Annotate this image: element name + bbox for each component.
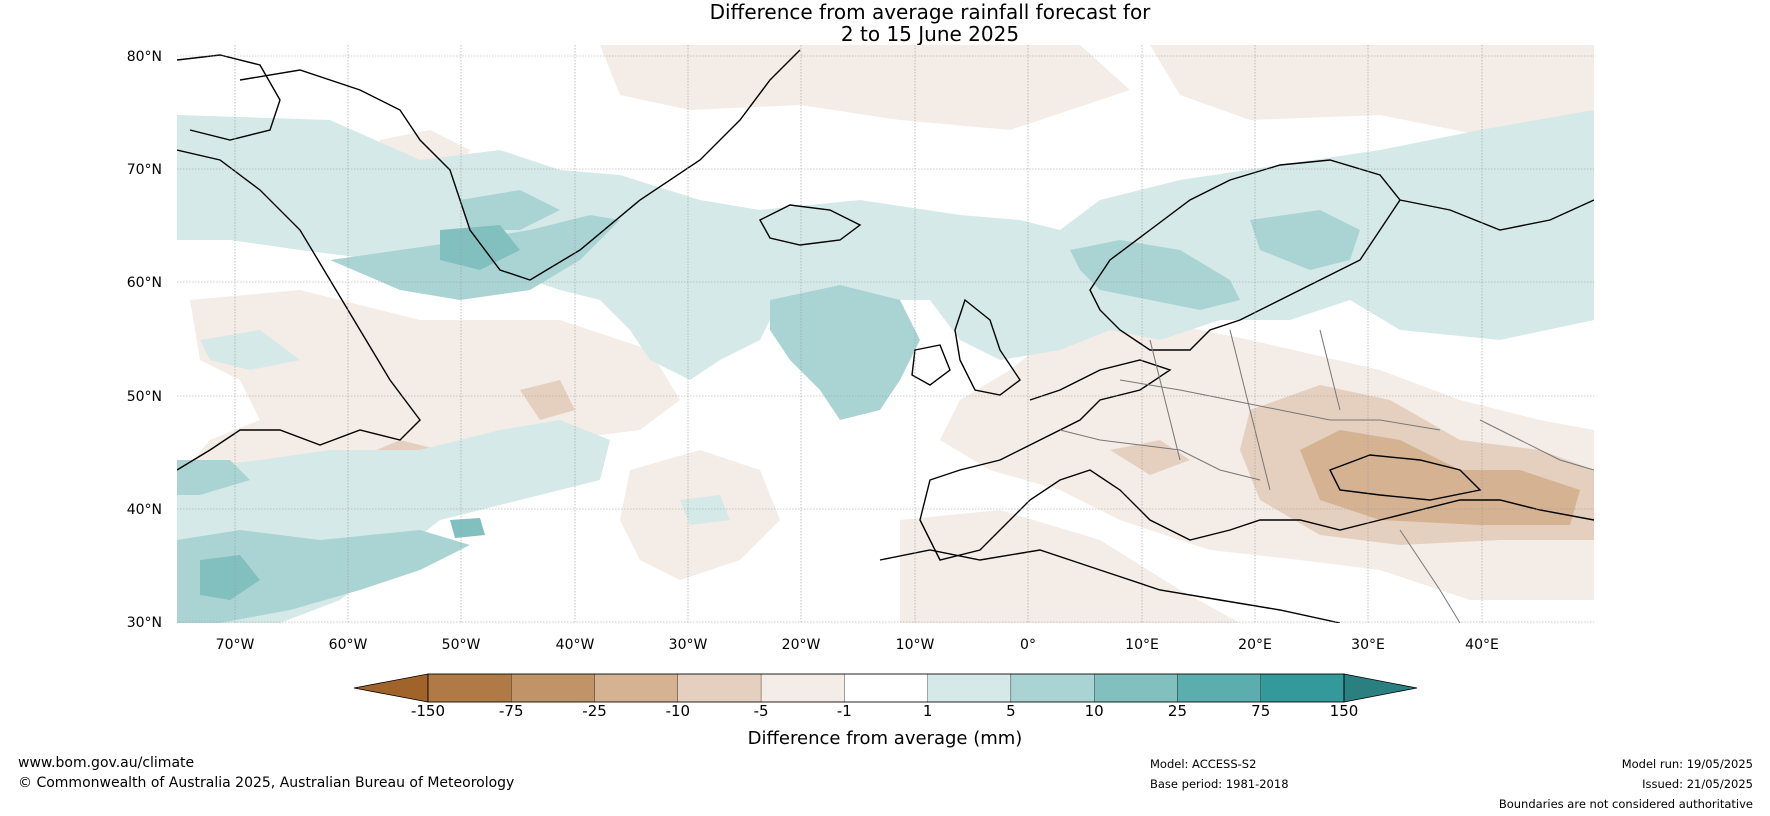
wet-anomaly-core-greenland [440, 225, 520, 270]
border-line-5 [1059, 429, 1261, 481]
lon-label: 40°E [1465, 637, 1499, 653]
copyright-notice: © Commonwealth of Australia 2025, Austra… [18, 775, 515, 791]
scandinavia-coast [1089, 159, 1401, 351]
base-period: Base period: 1981-2018 [1150, 777, 1289, 791]
wet-anomaly-core-southwest [200, 555, 260, 600]
colorbar-tick-label: -150 [410, 702, 446, 720]
boundaries-disclaimer: Boundaries are not considered authoritat… [1498, 797, 1753, 811]
colorbar-tick-label: -25 [582, 702, 607, 720]
russia-arctic-coast [1399, 199, 1594, 231]
colorbar-tick-label: 150 [1329, 702, 1359, 720]
black-sea-coast [1329, 454, 1482, 501]
colorbar-tick-label: -75 [499, 702, 524, 720]
wet-anomaly-central-atlantic [770, 285, 920, 420]
lat-label: 40°N [127, 502, 162, 518]
lon-label: 30°W [669, 637, 708, 653]
border-line-6 [1479, 419, 1594, 471]
colorbar-segment [927, 673, 1012, 703]
lon-label: 60°W [329, 637, 368, 653]
colorbar-tick-label: 75 [1251, 702, 1271, 720]
colorbar [353, 673, 1418, 703]
colorbar-segment [1010, 673, 1095, 703]
model-run-date: Model run: 19/05/2025 [1621, 757, 1753, 771]
latitude-labels: 80°N 70°N 60°N 50°N 40°N 30°N [127, 49, 162, 631]
colorbar-extend-high [1343, 673, 1418, 703]
border-line-2 [1149, 339, 1181, 461]
wet-region-labrador [200, 330, 300, 370]
dry-anomaly-mid-atlantic [520, 380, 575, 420]
baffin-coast [177, 54, 281, 141]
colorbar-frame [427, 673, 1345, 703]
dry-region-arctic-east [1150, 45, 1594, 135]
border-line-7 [1399, 529, 1461, 623]
lat-label: 70°N [127, 162, 162, 178]
lon-label: 20°E [1238, 637, 1272, 653]
website-link[interactable]: www.bom.gov.au/climate [18, 755, 195, 771]
colorbar-segment [511, 673, 595, 703]
wet-region-azores [680, 495, 730, 525]
dry-anomaly-core-turkey [1300, 430, 1580, 525]
lon-label: 70°W [216, 637, 255, 653]
longitude-labels: 70°W 60°W 50°W 40°W 30°W 20°W 10°W 0° 10°E 20°E 30… [216, 637, 1499, 653]
wet-anomaly-greenland-coast [460, 190, 560, 230]
colorbar-title: Difference from average (mm) [747, 728, 1023, 749]
issued-date: Issued: 21/05/2025 [1642, 777, 1753, 791]
dry-region-sahara [900, 510, 1240, 623]
colorbar-tick-label: 1 [922, 702, 933, 720]
wet-anomaly-southwest [177, 530, 470, 623]
lat-label: 30°N [127, 615, 162, 631]
colorbar-segment [760, 673, 845, 703]
colorbar-tick-label: 10 [1084, 702, 1104, 720]
colorbar-tick-label: -5 [753, 702, 769, 720]
country-borders [1059, 329, 1594, 623]
europe-coast [919, 359, 1594, 561]
wet-anomaly-core-west-atlantic [450, 518, 485, 538]
map-title-line2: 2 to 15 June 2025 [840, 22, 1020, 46]
colorbar-segment [1260, 673, 1345, 703]
colorbar-segment [677, 673, 762, 703]
colorbar-segment [594, 673, 678, 703]
lon-label: 10°E [1125, 637, 1159, 653]
lon-label: 30°E [1351, 637, 1385, 653]
lon-label: 50°W [442, 637, 481, 653]
lat-label: 80°N [127, 49, 162, 65]
dry-region-north-atlantic [600, 45, 1130, 130]
lat-label: 60°N [127, 275, 162, 291]
colorbar-segment [427, 673, 512, 703]
africa-coast [879, 549, 1341, 623]
iceland-coast [759, 204, 862, 246]
colorbar-tick-label: 25 [1167, 702, 1187, 720]
model-name: Model: ACCESS-S2 [1150, 757, 1257, 771]
canadian-arctic-coast [177, 149, 421, 471]
wet-anomaly-finland [1250, 210, 1360, 270]
lon-label: 20°W [782, 637, 821, 653]
greenland-coast [239, 49, 801, 281]
lon-label: 40°W [556, 637, 595, 653]
ireland-coast [911, 344, 951, 386]
colorbar-tick-label: -1 [836, 702, 852, 720]
border-line-1 [1119, 379, 1441, 431]
colorbar-segment [1094, 673, 1178, 703]
border-line-4 [1319, 329, 1341, 411]
coastlines [177, 49, 1594, 623]
lat-label: 50°N [127, 389, 162, 405]
graticule [177, 45, 1594, 623]
map-panel [177, 45, 1594, 623]
colorbar-tick-label: -10 [665, 702, 691, 720]
colorbar-segment [1177, 673, 1261, 703]
colorbar-segment [844, 673, 928, 703]
wet-anomaly-nova-scotia [177, 460, 250, 495]
lon-label: 10°W [896, 637, 935, 653]
colorbar-tick-label: 5 [1006, 702, 1016, 720]
rainfall-anomaly-shading [177, 45, 1594, 623]
lon-label: 0° [1020, 637, 1036, 653]
border-line-3 [1229, 329, 1271, 491]
colorbar-extend-low [353, 673, 429, 703]
britain-coast [954, 298, 1021, 396]
map-title-line1: Difference from average rainfall forecas… [709, 0, 1151, 24]
